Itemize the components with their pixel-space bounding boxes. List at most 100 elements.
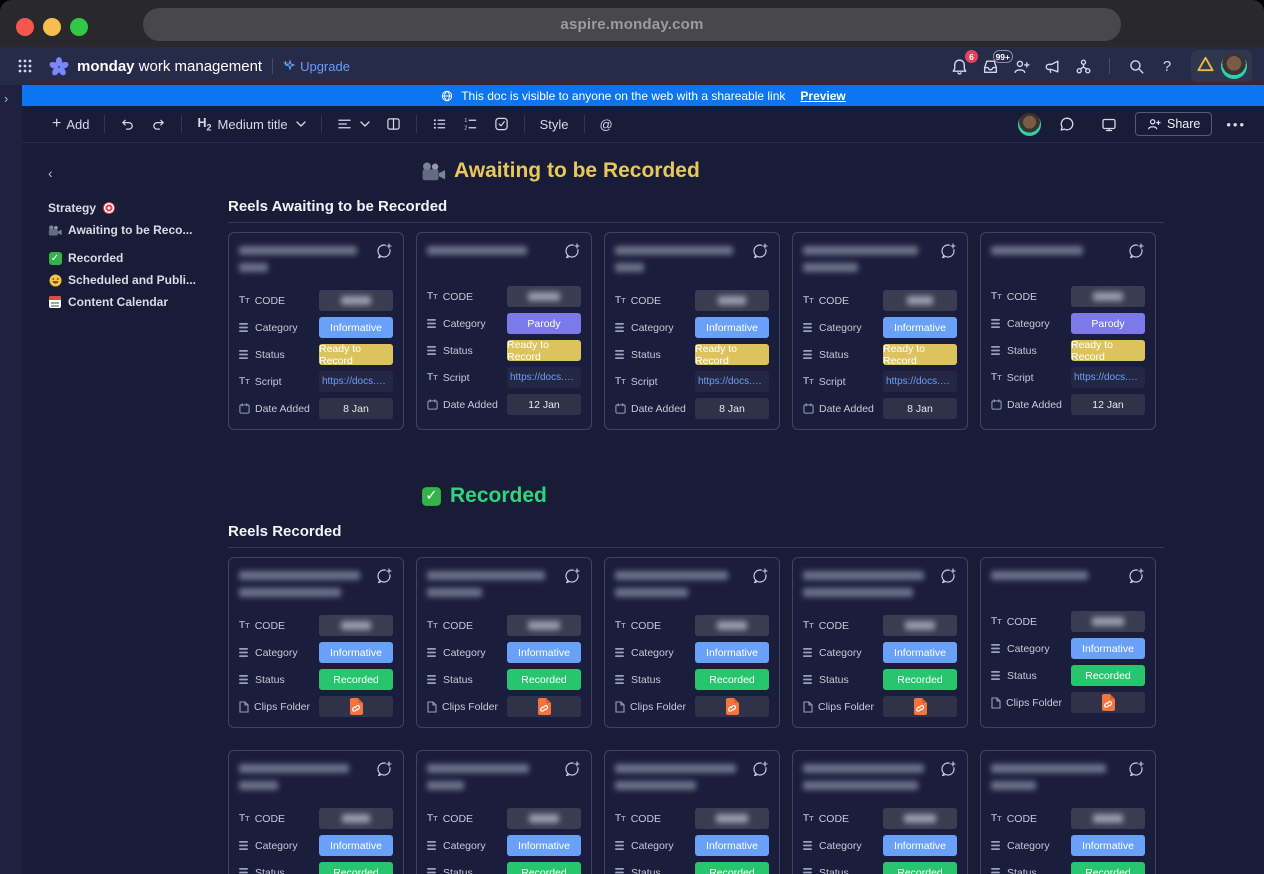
teams-icon[interactable] [1068, 51, 1098, 81]
status-badge[interactable]: Ready to Record [507, 340, 581, 361]
upgrade-button[interactable]: Upgrade [283, 59, 350, 74]
code-value-redacted[interactable] [695, 615, 769, 636]
category-badge[interactable]: Informative [507, 835, 581, 856]
status-badge[interactable]: Recorded [319, 669, 393, 690]
add-update-button[interactable] [1128, 242, 1145, 276]
code-value-redacted[interactable] [883, 808, 957, 829]
comments-button[interactable] [1051, 111, 1083, 137]
layout-columns-button[interactable] [378, 112, 409, 136]
reel-card[interactable]: TTCODECategoryInformativeStatusRecordedC… [228, 750, 404, 874]
add-update-button[interactable] [564, 567, 581, 605]
category-badge[interactable]: Informative [507, 642, 581, 663]
category-badge[interactable]: Informative [1071, 638, 1145, 659]
inbox-icon[interactable]: 99+ [975, 50, 1013, 81]
add-update-button[interactable] [752, 242, 769, 280]
add-update-button[interactable] [752, 567, 769, 605]
reel-card[interactable]: TT CODE Category Informative Status Ready to … [604, 232, 780, 430]
style-button[interactable]: Style [539, 116, 569, 132]
invite-members-icon[interactable] [1006, 51, 1036, 81]
status-badge[interactable]: Recorded [883, 862, 957, 874]
code-value-redacted[interactable] [1071, 611, 1145, 632]
date-value[interactable]: 12 Jan [507, 394, 581, 415]
date-value[interactable]: 12 Jan [1071, 394, 1145, 415]
category-badge[interactable]: Informative [883, 835, 957, 856]
category-badge[interactable]: Informative [695, 642, 769, 663]
redo-button[interactable] [143, 112, 174, 136]
add-update-button[interactable] [376, 760, 393, 798]
add-update-button[interactable] [752, 760, 769, 798]
status-badge[interactable]: Recorded [1071, 862, 1145, 874]
category-badge[interactable]: Informative [883, 317, 957, 338]
bullet-list-button[interactable] [424, 112, 455, 136]
search-icon[interactable] [1121, 51, 1151, 81]
expand-panel-icon[interactable]: › [4, 91, 9, 106]
add-update-button[interactable] [564, 760, 581, 798]
sidebar-item-awaiting-to-be-reco[interactable]: Awaiting to be Reco... [48, 219, 228, 241]
status-badge[interactable]: Ready to Record [1071, 340, 1145, 361]
add-update-button[interactable] [940, 760, 957, 798]
code-value-redacted[interactable] [1071, 808, 1145, 829]
status-badge[interactable]: Ready to Record [883, 344, 957, 365]
reel-card[interactable]: TTCODECategoryInformativeStatusRecordedC… [980, 750, 1156, 874]
status-badge[interactable]: Recorded [695, 862, 769, 874]
status-badge[interactable]: Recorded [507, 669, 581, 690]
add-update-button[interactable] [376, 567, 393, 605]
category-badge[interactable]: Informative [319, 835, 393, 856]
collaborator-avatar[interactable] [1017, 112, 1041, 136]
reel-card[interactable]: TT CODE Category Informative Status Ready to … [228, 232, 404, 430]
close-button[interactable] [16, 18, 34, 36]
status-badge[interactable]: Recorded [507, 862, 581, 874]
status-badge[interactable]: Recorded [1071, 665, 1145, 686]
sidebar-collapse-button[interactable]: ‹ [48, 165, 53, 181]
clips-folder-link[interactable] [507, 696, 581, 717]
preview-link[interactable]: Preview [800, 88, 846, 103]
maximize-button[interactable] [70, 18, 88, 36]
notifications-bell-icon[interactable]: 6 [944, 50, 978, 81]
brand[interactable]: monday work management [48, 55, 262, 77]
add-update-button[interactable] [564, 242, 581, 276]
block-type-select[interactable]: H2 Medium title [189, 111, 313, 138]
script-link[interactable]: https://docs.google... [507, 367, 581, 388]
status-badge[interactable]: Ready to Record [695, 344, 769, 365]
reel-card[interactable]: TTCODECategoryInformativeStatusRecordedC… [792, 750, 968, 874]
user-avatar[interactable] [1221, 53, 1247, 79]
script-link[interactable]: https://docs.google... [319, 371, 393, 392]
clips-folder-link[interactable] [695, 696, 769, 717]
add-update-button[interactable] [1128, 760, 1145, 798]
status-badge[interactable]: Recorded [695, 669, 769, 690]
share-button[interactable]: Share [1134, 112, 1213, 136]
reel-card[interactable]: TTCODECategoryInformativeStatusRecordedC… [416, 750, 592, 874]
add-update-button[interactable] [376, 242, 393, 280]
clips-folder-link[interactable] [883, 696, 957, 717]
add-update-button[interactable] [1128, 567, 1145, 601]
text-align-button[interactable] [329, 112, 378, 136]
sidebar-item-content-calendar[interactable]: Content Calendar [48, 291, 228, 313]
help-icon[interactable]: ? [1162, 57, 1172, 75]
whats-new-icon[interactable] [1037, 51, 1067, 81]
sidebar-item-recorded[interactable]: ✓ Recorded [48, 247, 228, 269]
reel-card[interactable]: TT CODE Category Parody Status Ready to Recor… [980, 232, 1156, 430]
script-link[interactable]: https://docs.google... [1071, 367, 1145, 388]
status-badge[interactable]: Ready to Record [319, 344, 393, 365]
apps-grid-icon[interactable] [10, 51, 40, 81]
clips-folder-link[interactable] [319, 696, 393, 717]
code-value-redacted[interactable] [507, 615, 581, 636]
url-bar[interactable]: aspire.monday.com [143, 8, 1121, 41]
code-value-redacted[interactable] [319, 290, 393, 311]
checklist-button[interactable] [486, 112, 517, 136]
undo-button[interactable] [112, 112, 143, 136]
add-button[interactable]: + Add [52, 115, 90, 132]
org-logo-icon[interactable] [1196, 55, 1215, 78]
category-badge[interactable]: Parody [507, 313, 581, 334]
script-link[interactable]: https://docs.google... [695, 371, 769, 392]
script-link[interactable]: https://docs.google... [883, 371, 957, 392]
code-value-redacted[interactable] [883, 615, 957, 636]
category-badge[interactable]: Informative [319, 317, 393, 338]
present-button[interactable] [1093, 112, 1125, 137]
category-badge[interactable]: Parody [1071, 313, 1145, 334]
